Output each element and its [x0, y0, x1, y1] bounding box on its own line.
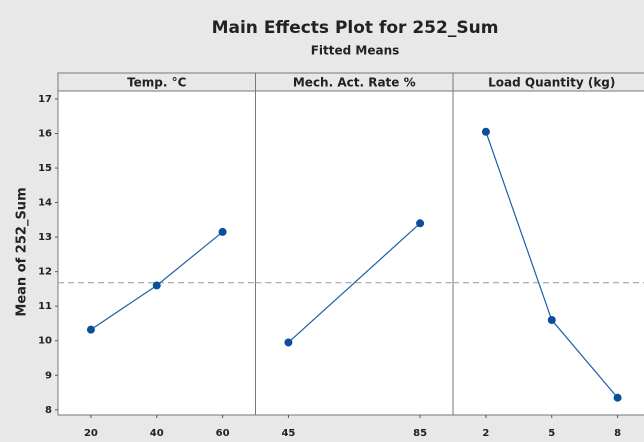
series-line — [288, 222, 421, 343]
point — [218, 227, 227, 236]
y-tick-label: 13 — [38, 232, 52, 243]
panel — [452, 90, 644, 416]
point — [547, 316, 556, 325]
x-tick-label: 5 — [548, 428, 555, 439]
point — [416, 219, 425, 228]
y-tick-label: 16 — [38, 128, 52, 139]
point — [481, 127, 490, 136]
point — [86, 325, 95, 334]
x-tick-label: 2 — [482, 428, 489, 439]
y-tick-label: 11 — [38, 301, 52, 312]
x-tick-label: 60 — [216, 428, 230, 439]
x-tick-label: 20 — [84, 428, 98, 439]
point — [152, 281, 161, 290]
chart-subtitle: Fitted Means — [311, 44, 400, 58]
panel-header — [452, 72, 644, 92]
point — [613, 393, 622, 402]
x-tick-label: 85 — [413, 428, 427, 439]
x-tick-label: 40 — [150, 428, 164, 439]
y-tick-label: 15 — [38, 163, 52, 174]
y-tick-label: 17 — [38, 94, 52, 105]
chart-title: Main Effects Plot for 252_Sum — [212, 18, 499, 38]
x-tick-label: 45 — [281, 428, 295, 439]
y-tick-label: 10 — [38, 336, 52, 347]
panel-title: Mech. Act. Rate % — [293, 76, 416, 90]
panel — [57, 90, 256, 416]
y-tick-label: 8 — [45, 405, 52, 416]
panel-title: Temp. °C — [127, 76, 187, 90]
y-tick-label: 14 — [38, 198, 52, 209]
x-tick-label: 8 — [614, 428, 621, 439]
panel — [255, 90, 454, 416]
point — [284, 338, 293, 347]
panel-title: Load Quantity (kg) — [488, 76, 615, 90]
y-tick-label: 12 — [38, 267, 52, 278]
y-axis-label: Mean of 252_Sum — [15, 187, 30, 316]
y-tick-label: 9 — [45, 370, 52, 381]
